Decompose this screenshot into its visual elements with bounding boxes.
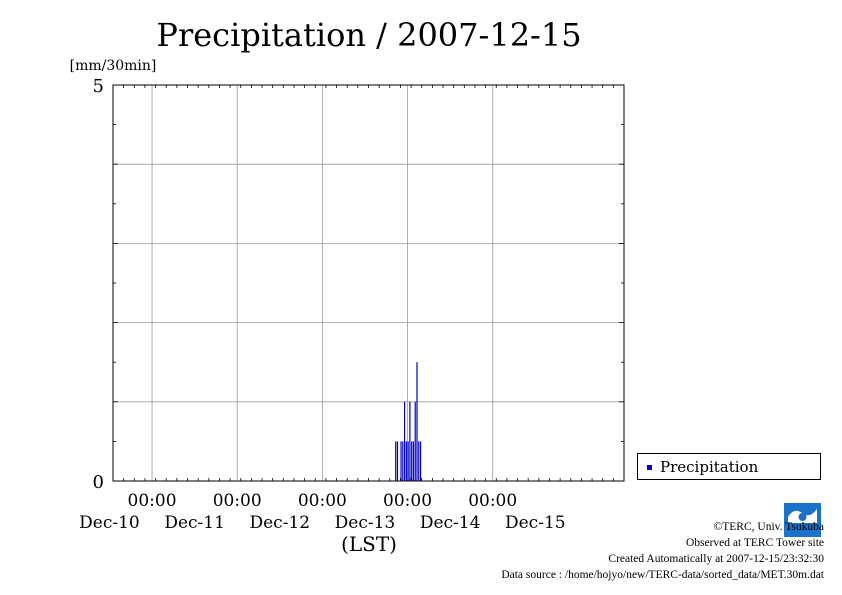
precipitation-bar xyxy=(414,401,416,481)
observed-text: Observed at TERC Tower site xyxy=(685,537,824,549)
precipitation-bars xyxy=(395,362,422,481)
x-tick-time-label: 00:00 xyxy=(468,491,517,511)
x-tick-time-label: 00:00 xyxy=(383,491,432,511)
chart-title: Precipitation / 2007-12-15 xyxy=(156,16,581,54)
y-tick-label-5: 5 xyxy=(93,76,104,97)
logo-drop xyxy=(798,513,807,521)
precipitation-bar xyxy=(396,441,399,481)
precipitation-bar xyxy=(400,441,402,481)
x-tick-labels: 00:00Dec-1000:00Dec-1100:00Dec-1200:00De… xyxy=(79,491,565,533)
terc-logo xyxy=(784,503,821,537)
source-text: Data source : /home/hojyo/new/TERC-data/… xyxy=(501,569,824,581)
x-tick-date-label: Dec-12 xyxy=(249,513,310,533)
precipitation-bar xyxy=(403,401,406,481)
plot-frame xyxy=(112,84,625,482)
legend-swatch xyxy=(647,465,652,470)
x-tick-date-label: Dec-13 xyxy=(335,513,396,533)
x-tick-time-label: 00:00 xyxy=(213,491,262,511)
precipitation-bar xyxy=(405,441,407,481)
grid-lines xyxy=(113,85,624,481)
precipitation-bar xyxy=(416,362,418,481)
credits: ©TERC, Univ. Tsukuba Observed at TERC To… xyxy=(501,519,824,583)
axis-ticks xyxy=(112,84,625,482)
legend-label: Precipitation xyxy=(660,458,759,476)
x-tick-time-label: 00:00 xyxy=(128,491,177,511)
legend: Precipitation xyxy=(637,453,821,480)
precipitation-bar xyxy=(409,401,411,481)
precipitation-bar xyxy=(407,441,409,481)
precipitation-bar xyxy=(395,441,397,481)
created-text: Created Automatically at 2007-12-15/23:3… xyxy=(608,553,824,565)
x-axis-label: (LST) xyxy=(341,532,397,556)
x-tick-time-label: 00:00 xyxy=(298,491,347,511)
x-tick-date-label: Dec-15 xyxy=(505,513,566,533)
precipitation-bar xyxy=(419,441,422,481)
y-tick-label-0: 0 xyxy=(93,472,104,493)
precipitation-bar xyxy=(402,441,404,481)
precipitation-bar xyxy=(418,441,420,481)
precipitation-bar xyxy=(411,441,413,481)
x-tick-date-label: Dec-11 xyxy=(164,513,225,533)
y-axis-label: [mm/30min] xyxy=(70,58,157,74)
copyright-text: ©TERC, Univ. Tsukuba xyxy=(713,521,824,533)
x-tick-date-label: Dec-14 xyxy=(420,513,481,533)
x-tick-date-label: Dec-10 xyxy=(79,513,140,533)
precipitation-bar xyxy=(412,441,415,481)
